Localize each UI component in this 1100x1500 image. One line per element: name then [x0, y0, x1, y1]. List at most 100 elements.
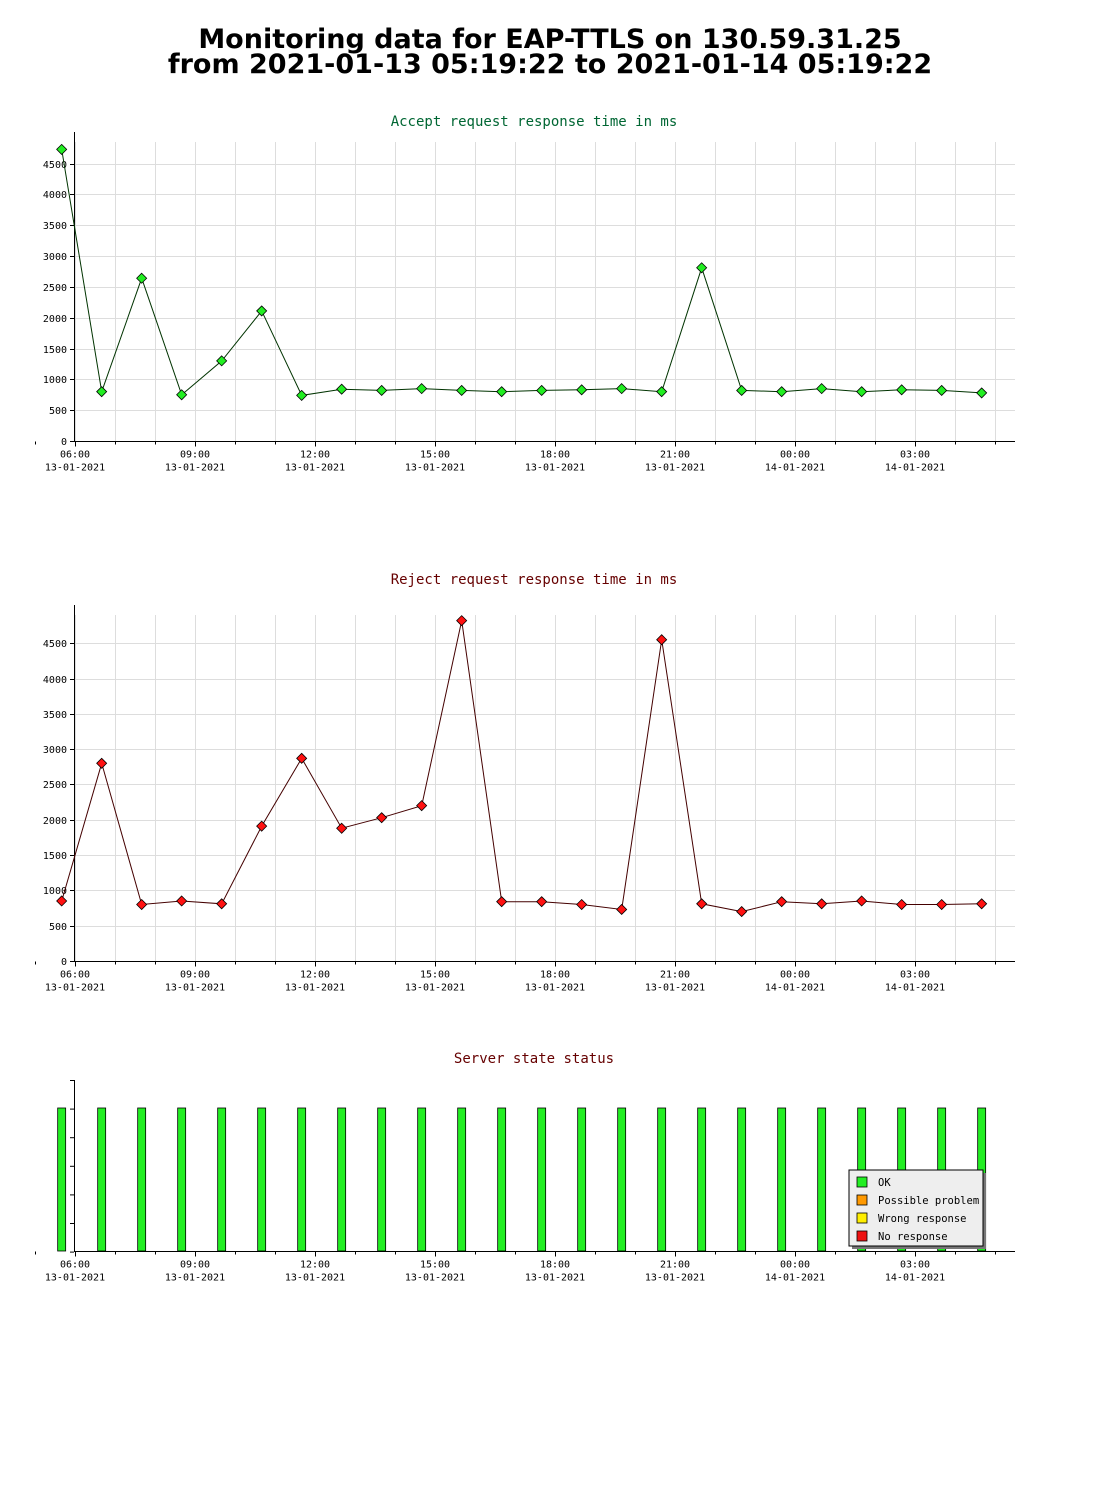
y-tick-label: 0 — [61, 437, 67, 448]
x-tick-label: 06:00 — [60, 450, 90, 461]
x-tick-label: 12:00 — [300, 450, 330, 461]
data-point — [136, 272, 148, 284]
reject-chart-title: Reject request response time in ms — [391, 572, 678, 588]
x-tick-label: 21:00 — [660, 970, 690, 981]
status-bar — [417, 1107, 427, 1252]
data-point — [416, 383, 428, 395]
data-point — [256, 305, 268, 317]
x-tick-date-label: 14-01-2021 — [765, 1273, 825, 1284]
x-tick-date-label: 13-01-2021 — [285, 983, 345, 994]
data-point — [376, 384, 388, 397]
x-tick-date-label: 13-01-2021 — [285, 463, 345, 474]
x-tick-label: 03:00 — [900, 1260, 930, 1271]
data-point — [976, 387, 988, 399]
data-point — [816, 383, 828, 395]
data-point — [536, 384, 548, 397]
y-tick-label: 1500 — [43, 345, 67, 356]
y-tick-label: 500 — [49, 922, 67, 933]
legend-swatch — [856, 1194, 868, 1206]
data-point — [256, 820, 268, 832]
status-bar — [257, 1107, 267, 1252]
data-point — [296, 752, 308, 764]
data-point — [816, 898, 828, 910]
data-point — [936, 898, 948, 911]
x-tick-label: 21:00 — [660, 450, 690, 461]
status-bar — [137, 1107, 147, 1252]
x-tick-date-label: 14-01-2021 — [765, 463, 825, 474]
data-point — [936, 384, 948, 397]
y-tick-label: 4000 — [43, 675, 67, 686]
data-point — [736, 906, 748, 918]
x-tick-date-label: 13-01-2021 — [45, 463, 105, 474]
status-bar — [57, 1107, 67, 1252]
status-bar — [177, 1107, 187, 1252]
data-point — [96, 386, 108, 398]
x-tick-label: 12:00 — [300, 1260, 330, 1271]
y-tick-label: 3000 — [43, 745, 67, 756]
x-tick-date-label: 13-01-2021 — [525, 1273, 585, 1284]
x-tick-label: 12:00 — [300, 970, 330, 981]
data-point — [776, 386, 788, 398]
page-title-line-1: Monitoring data for EAP-TTLS on 130.59.3… — [198, 24, 902, 55]
data-point — [456, 384, 468, 397]
data-point — [496, 896, 508, 908]
x-tick-label: 03:00 — [900, 970, 930, 981]
status-bar — [657, 1107, 667, 1252]
x-tick-label: 06:00 — [60, 970, 90, 981]
x-tick-label: 09:00 — [180, 1260, 210, 1271]
legend-swatch — [856, 1176, 868, 1188]
data-point — [696, 262, 708, 274]
y-tick-label: 4500 — [43, 639, 67, 650]
x-tick-label: 15:00 — [420, 450, 450, 461]
legend-swatch — [856, 1212, 868, 1224]
x-tick-date-label: 13-01-2021 — [405, 983, 465, 994]
data-point — [336, 383, 348, 395]
data-point — [576, 384, 588, 396]
x-tick-label: 06:00 — [60, 1260, 90, 1271]
y-tick-label: 3500 — [43, 710, 67, 721]
data-point — [896, 384, 908, 396]
x-tick-label: 00:00 — [780, 970, 810, 981]
data-point — [216, 898, 228, 910]
data-point — [856, 895, 868, 907]
x-tick-date-label: 14-01-2021 — [765, 983, 825, 994]
accept-chart-title: Accept request response time in ms — [391, 114, 678, 130]
x-tick-date-label: 13-01-2021 — [165, 1273, 225, 1284]
x-tick-label: 00:00 — [780, 450, 810, 461]
x-tick-label: 09:00 — [180, 970, 210, 981]
data-point — [176, 389, 188, 401]
data-point — [656, 386, 668, 398]
data-point — [176, 895, 188, 907]
x-tick-date-label: 13-01-2021 — [45, 1273, 105, 1284]
data-point — [496, 386, 508, 398]
status-chart-title: Server state status — [454, 1051, 614, 1067]
legend-label: Wrong response — [878, 1213, 967, 1225]
x-tick-label: 18:00 — [540, 1260, 570, 1271]
server-state-status-chart: Server state status 06:00 13-01-2021 09:00… — [35, 1051, 1015, 1284]
status-bar — [577, 1107, 587, 1252]
data-point — [656, 634, 668, 646]
x-tick-date-label: 13-01-2021 — [45, 983, 105, 994]
data-point — [216, 355, 228, 367]
status-bar — [457, 1107, 467, 1252]
x-tick-label: 21:00 — [660, 1260, 690, 1271]
status-bar — [537, 1107, 547, 1252]
x-tick-date-label: 14-01-2021 — [885, 1273, 945, 1284]
data-point — [616, 903, 628, 916]
series-line — [61, 149, 982, 396]
x-tick-date-label: 14-01-2021 — [885, 983, 945, 994]
status-bar — [697, 1107, 707, 1252]
data-point — [896, 898, 908, 911]
y-tick-label: 0 — [61, 957, 67, 968]
y-tick-label: 3500 — [43, 221, 67, 232]
status-bar — [617, 1107, 627, 1252]
data-point — [96, 757, 108, 769]
x-tick-date-label: 14-01-2021 — [885, 463, 945, 474]
data-point — [56, 143, 68, 155]
data-point — [856, 386, 868, 398]
status-bar — [777, 1107, 787, 1252]
y-tick-label: 3000 — [43, 252, 67, 263]
x-tick-date-label: 13-01-2021 — [405, 463, 465, 474]
series-line — [61, 620, 982, 913]
x-tick-date-label: 13-01-2021 — [525, 983, 585, 994]
